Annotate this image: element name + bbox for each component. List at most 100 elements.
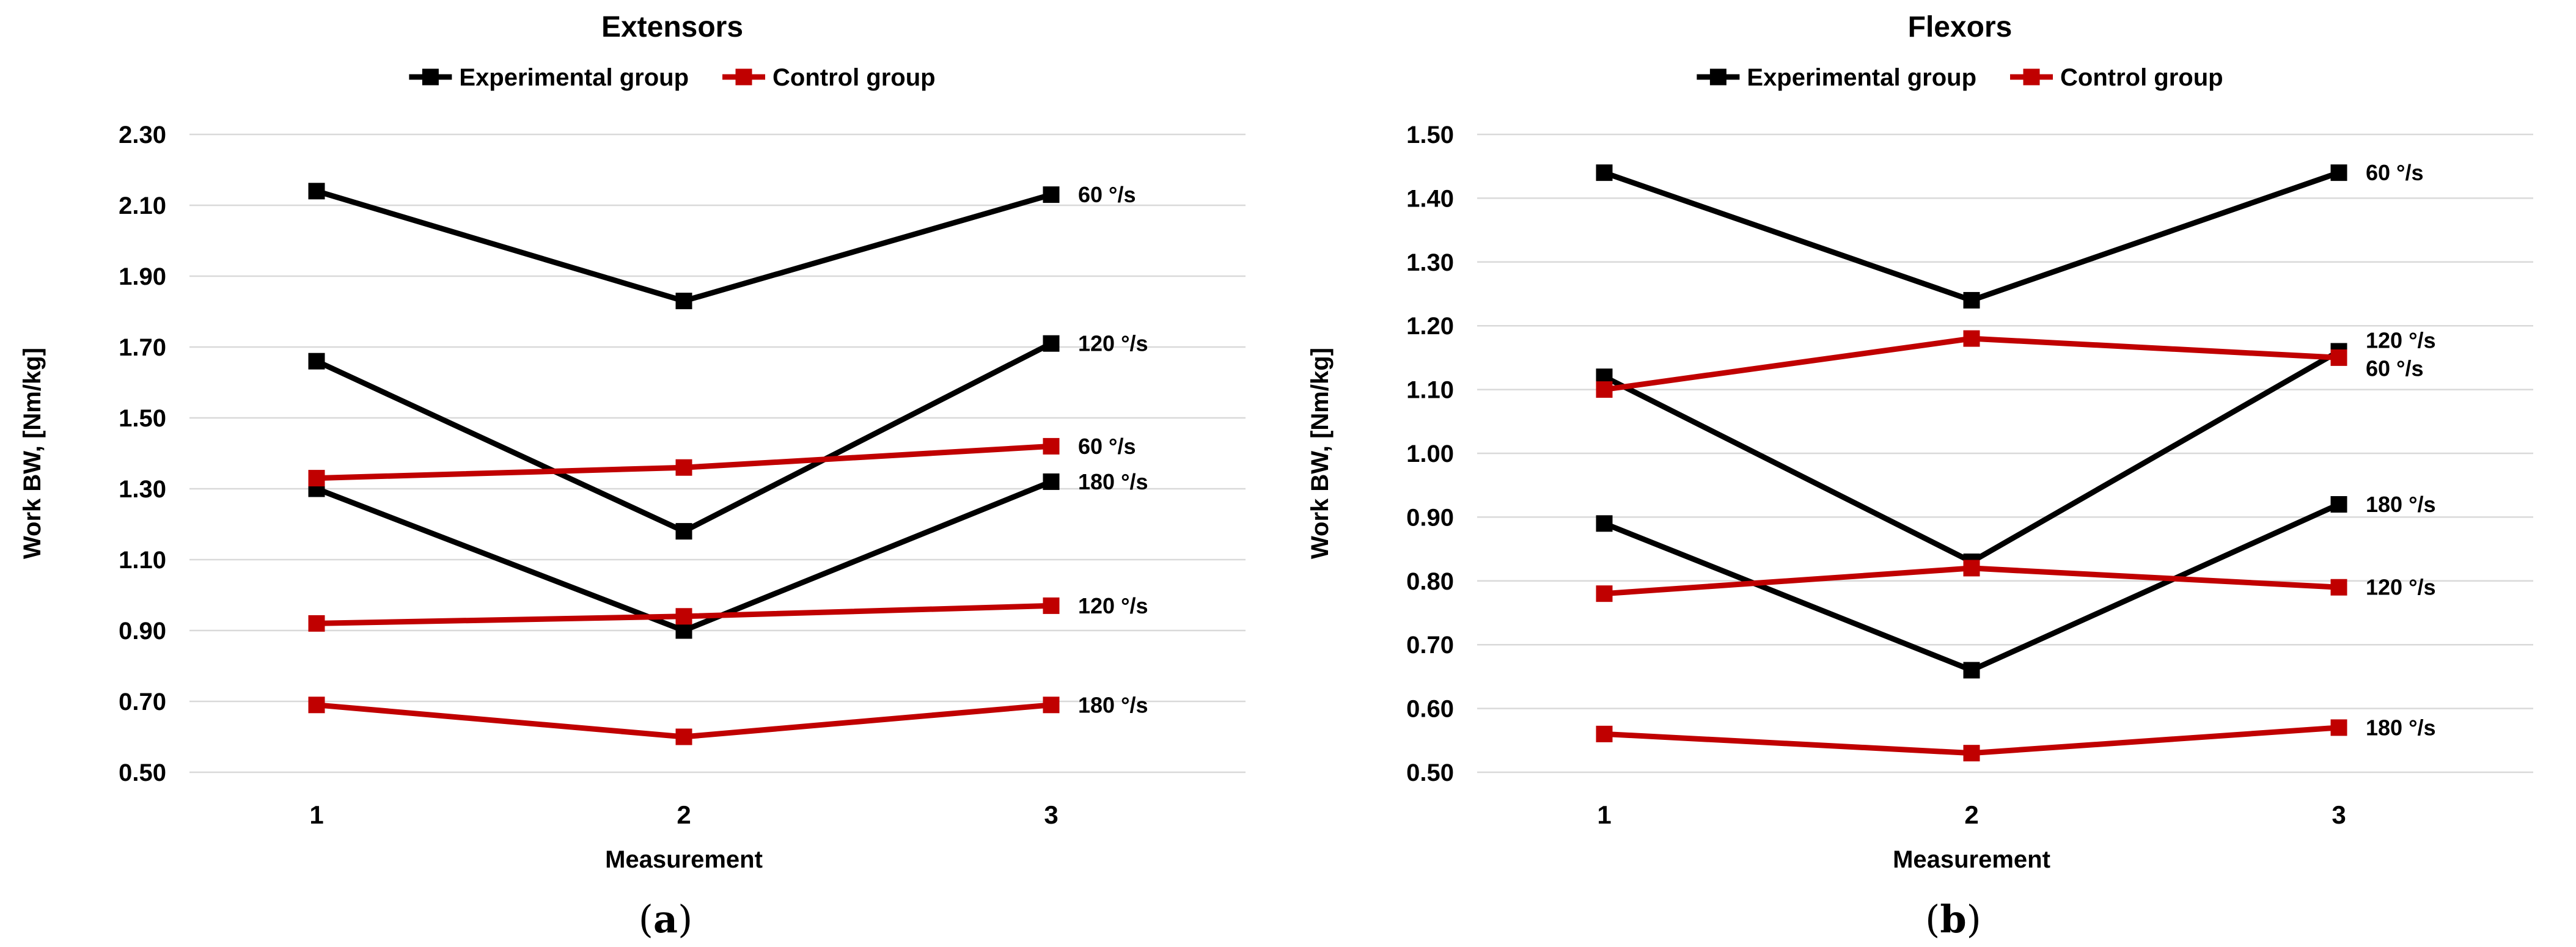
panel-caption: (a) [639,897,693,942]
series-end-label-ctrl-60: 60 °/s [1078,434,1136,459]
x-tick-label: 1 [309,800,323,829]
series-end-label-ctrl-120: 120 °/s [2366,575,2436,600]
y-tick-label: 0.70 [119,689,166,715]
legend-item-control: Control group [722,64,936,91]
marker-ctrl-120 [2330,579,2347,596]
series-end-label-exp-120: 120 °/s [1078,331,1148,356]
y-tick-label: 0.50 [119,759,166,786]
legend: Experimental group Control group [1697,64,2223,91]
marker-exp-180 [1963,662,1980,679]
marker-exp-60 [1596,164,1613,181]
legend-marker [422,68,439,86]
legend-item-experimental: Experimental group [409,64,689,91]
x-tick-label: 2 [1964,800,1978,829]
legend-item-control: Control group [2010,64,2223,91]
series-end-label-exp-60: 60 °/s [2366,160,2423,185]
legend-label: Control group [2060,64,2223,91]
legend-marker [2023,68,2040,86]
legend-label: Experimental group [459,64,689,91]
marker-ctrl-60 [1043,437,1060,455]
y-axis-title: Work BW, [Nm/kg] [1307,348,1334,559]
chart-title: Extensors [601,11,743,43]
series-end-label-exp-60: 60 °/s [1078,182,1136,207]
y-tick-label: 1.30 [119,476,166,503]
y-tick-label: 1.10 [1406,377,1454,404]
marker-ctrl-180 [1963,745,1980,762]
y-tick-label: 1.30 [1406,249,1454,276]
y-tick-label: 1.00 [1406,441,1454,467]
series-end-label-ctrl-120: 120 °/s [1078,593,1148,618]
legend-label: Control group [772,64,936,91]
y-tick-label: 0.80 [1406,568,1454,595]
marker-ctrl-120 [308,615,325,632]
marker-ctrl-60 [675,459,692,476]
x-axis-title: Measurement [605,846,763,873]
marker-exp-180 [1043,473,1060,490]
series-end-label-exp-180: 180 °/s [2366,492,2436,517]
y-tick-label: 0.90 [119,618,166,645]
y-tick-label: 2.10 [119,192,166,219]
series-line-exp-120 [314,340,1054,535]
y-tick-label: 1.10 [119,547,166,574]
marker-ctrl-180 [308,697,325,714]
marker-ctrl-120 [675,608,692,625]
y-tick-label: 1.40 [1406,185,1454,212]
series-end-label-exp-180: 180 °/s [1078,469,1148,494]
y-tick-label: 0.60 [1406,696,1454,723]
marker-ctrl-120 [1963,560,1980,577]
y-tick-label: 0.70 [1406,632,1454,659]
x-tick-label: 2 [677,800,691,829]
series-end-label-ctrl-180: 180 °/s [1078,692,1148,717]
series-end-label-ctrl-60: 60 °/s [2366,356,2423,381]
marker-exp-180 [2330,496,2347,513]
marker-ctrl-60 [1963,330,1980,347]
marker-ctrl-180 [2330,719,2347,736]
legend-item-experimental: Experimental group [1697,64,1976,91]
series-end-label-ctrl-180: 180 °/s [2366,715,2436,740]
x-axis-title: Measurement [1893,846,2050,873]
panel-extensors: 2.30 2.10 1.90 1.70 1.50 1.30 1.10 0.90 0.70 0.50… [19,11,1246,942]
flexors-chart: 1.50 1.40 1.30 1.20 1.10 1.00 0.90 0.80 0.70 0.60… [1307,11,2533,942]
y-tick-label: 1.50 [119,405,166,432]
marker-exp-60 [2330,164,2347,181]
marker-exp-60 [308,183,325,200]
marker-exp-120 [675,523,692,540]
panel-caption: (b) [1925,897,1981,942]
series-line-exp-60 [1601,170,2342,303]
marker-ctrl-180 [675,728,692,745]
y-tick-label: 1.90 [119,263,166,290]
marker-ctrl-120 [1596,585,1613,602]
extensors-chart: 2.30 2.10 1.90 1.70 1.50 1.30 1.10 0.90 0.70 0.50… [19,11,1246,942]
series-line-exp-120 [1601,348,2342,565]
marker-exp-60 [1963,291,1980,309]
marker-exp-60 [675,293,692,310]
chart-title: Flexors [1908,11,2013,43]
legend-marker [1709,68,1727,86]
marker-ctrl-180 [1043,697,1060,714]
marker-exp-60 [1043,186,1060,203]
legend-label: Experimental group [1747,64,1976,91]
marker-exp-180 [1596,515,1613,532]
x-tick-label: 1 [1597,800,1611,829]
marker-ctrl-60 [308,470,325,487]
marker-ctrl-180 [1596,725,1613,742]
y-tick-label: 1.20 [1406,313,1454,340]
marker-exp-120 [308,353,325,370]
marker-ctrl-60 [2330,349,2347,366]
y-tick-label: 0.50 [1406,759,1454,786]
y-tick-label: 2.30 [119,122,166,148]
x-tick-label: 3 [2332,800,2346,829]
marker-ctrl-120 [1043,597,1060,614]
y-tick-label: 1.50 [1406,122,1454,148]
y-axis-title: Work BW, [Nm/kg] [19,348,46,559]
series-end-label-exp-120: 120 °/s [2366,328,2436,353]
marker-ctrl-60 [1596,381,1613,398]
y-tick-label: 0.90 [1406,504,1454,531]
marker-exp-120 [1043,335,1060,352]
panel-flexors: 1.50 1.40 1.30 1.20 1.10 1.00 0.90 0.80 0.70 0.60… [1288,0,2576,947]
marker-exp-180 [675,622,692,639]
series-line-exp-60 [314,188,1054,304]
legend: Experimental group Control group [409,64,936,91]
y-tick-label: 1.70 [119,334,166,361]
